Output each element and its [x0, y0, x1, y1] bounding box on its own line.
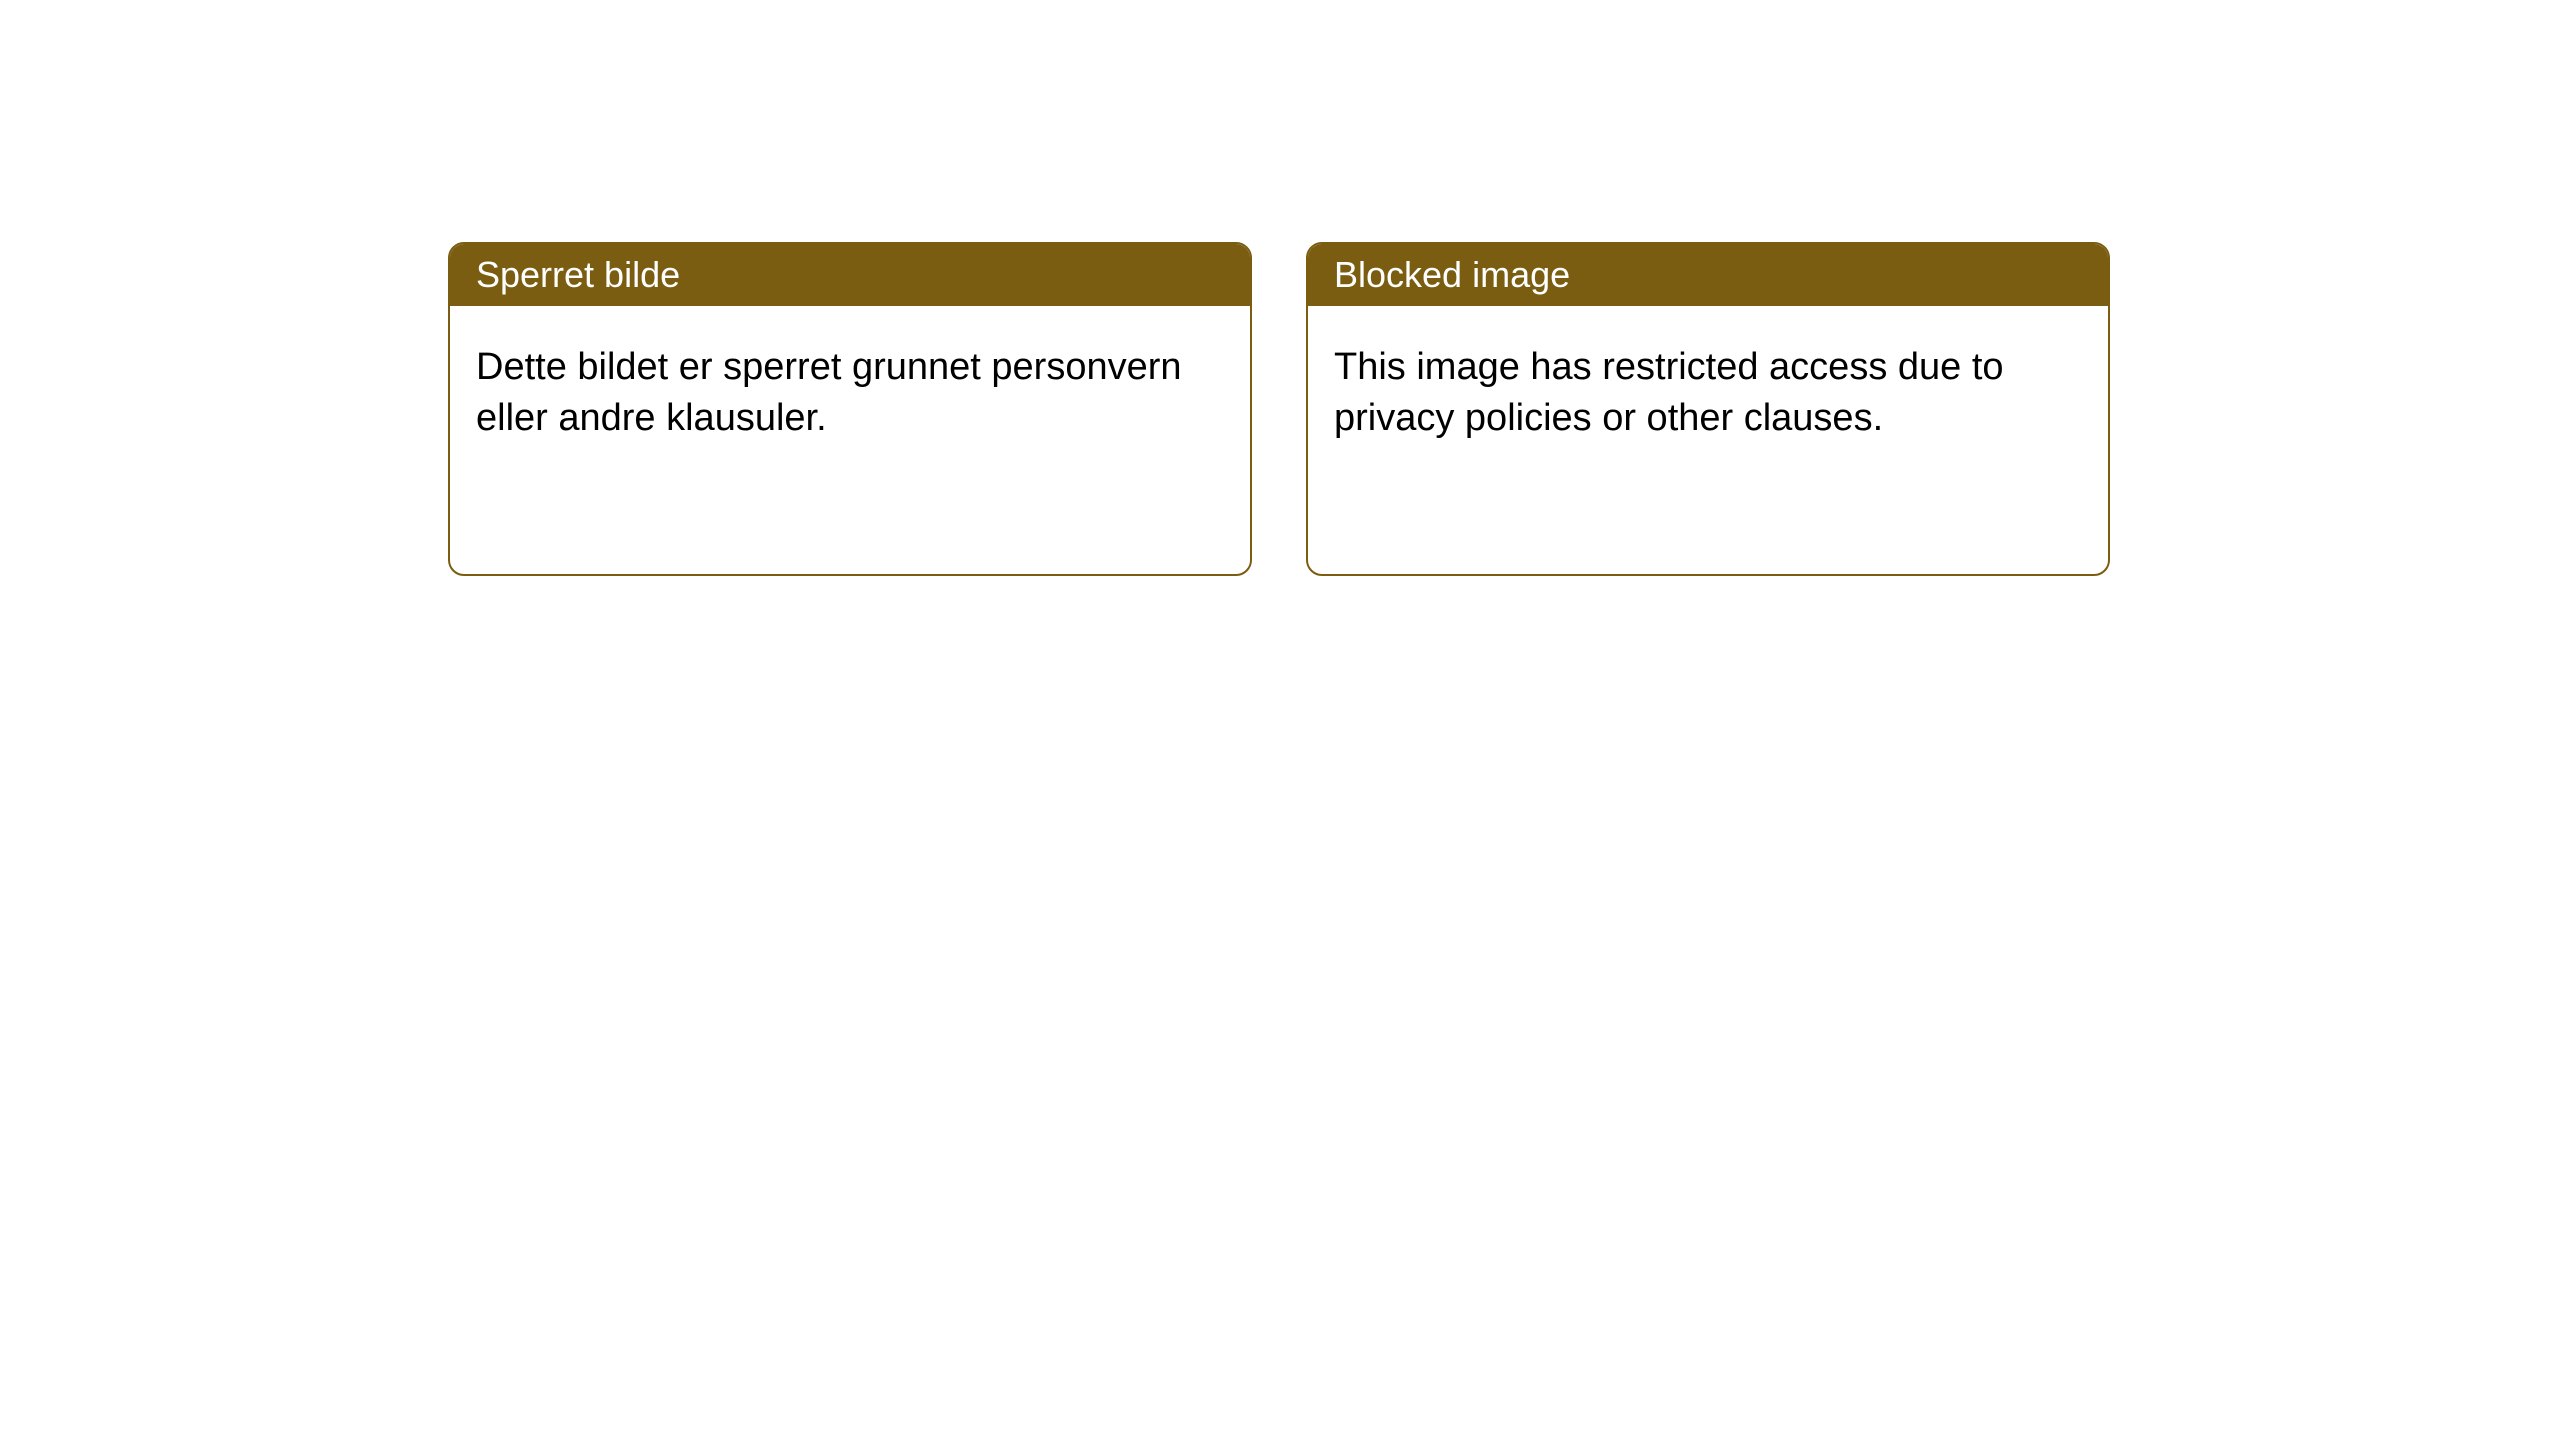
notice-body-norwegian: Dette bildet er sperret grunnet personve… — [450, 306, 1250, 481]
notice-body-english: This image has restricted access due to … — [1308, 306, 2108, 481]
notice-container: Sperret bilde Dette bildet er sperret gr… — [0, 0, 2560, 576]
notice-card-norwegian: Sperret bilde Dette bildet er sperret gr… — [448, 242, 1252, 576]
notice-card-english: Blocked image This image has restricted … — [1306, 242, 2110, 576]
notice-header-norwegian: Sperret bilde — [450, 244, 1250, 306]
notice-header-english: Blocked image — [1308, 244, 2108, 306]
